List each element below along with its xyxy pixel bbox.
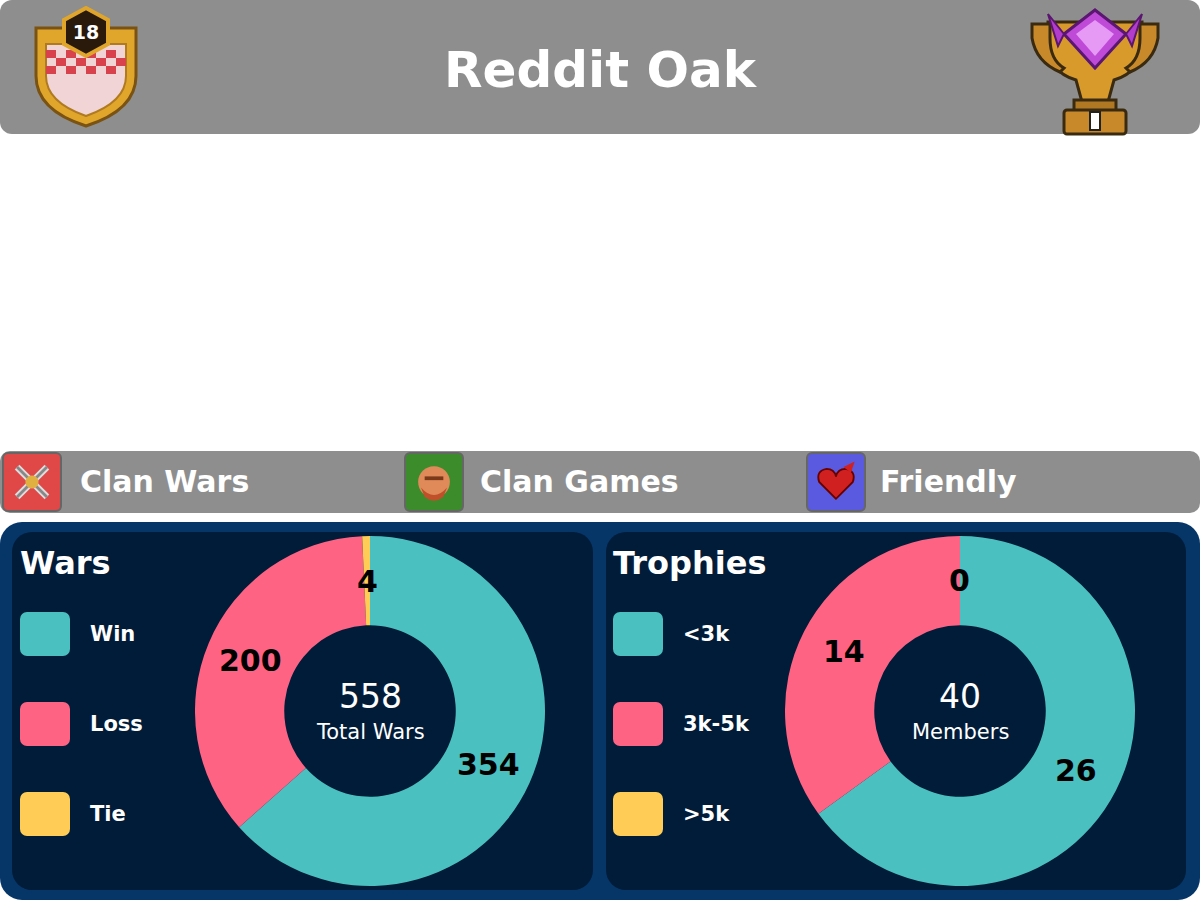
html-text:<3k: <3k [683, 622, 730, 646]
svg-text:Total Wars: Total Wars [316, 720, 425, 744]
html-text:Trophies: Trophies [613, 544, 767, 582]
html-text:>5k: >5k [683, 802, 730, 826]
html-text:3k-5k: 3k-5k [683, 712, 749, 736]
html-text:Loss: Loss [90, 712, 143, 736]
html-text:Reddit Oak: Reddit Oak [444, 41, 756, 99]
svg-text:Members: Members [912, 720, 1009, 744]
svg-text:18: 18 [73, 21, 99, 43]
svg-text:200: 200 [219, 643, 282, 678]
svg-text:14: 14 [823, 634, 865, 669]
svg-text:4: 4 [357, 564, 378, 599]
svg-text:40: 40 [939, 677, 981, 716]
html-text:Clan Games: Clan Games [480, 464, 679, 499]
svg-text:26: 26 [1055, 753, 1097, 788]
html-text:Friendly: Friendly [880, 464, 1017, 499]
svg-text:558: 558 [339, 677, 402, 716]
html-text:Win: Win [90, 622, 136, 646]
html-text:Clan Wars: Clan Wars [80, 464, 250, 499]
html-text:Tie: Tie [90, 802, 126, 826]
html-text:Wars: Wars [20, 544, 111, 582]
svg-text:0: 0 [949, 563, 970, 598]
svg-text:354: 354 [457, 747, 520, 782]
